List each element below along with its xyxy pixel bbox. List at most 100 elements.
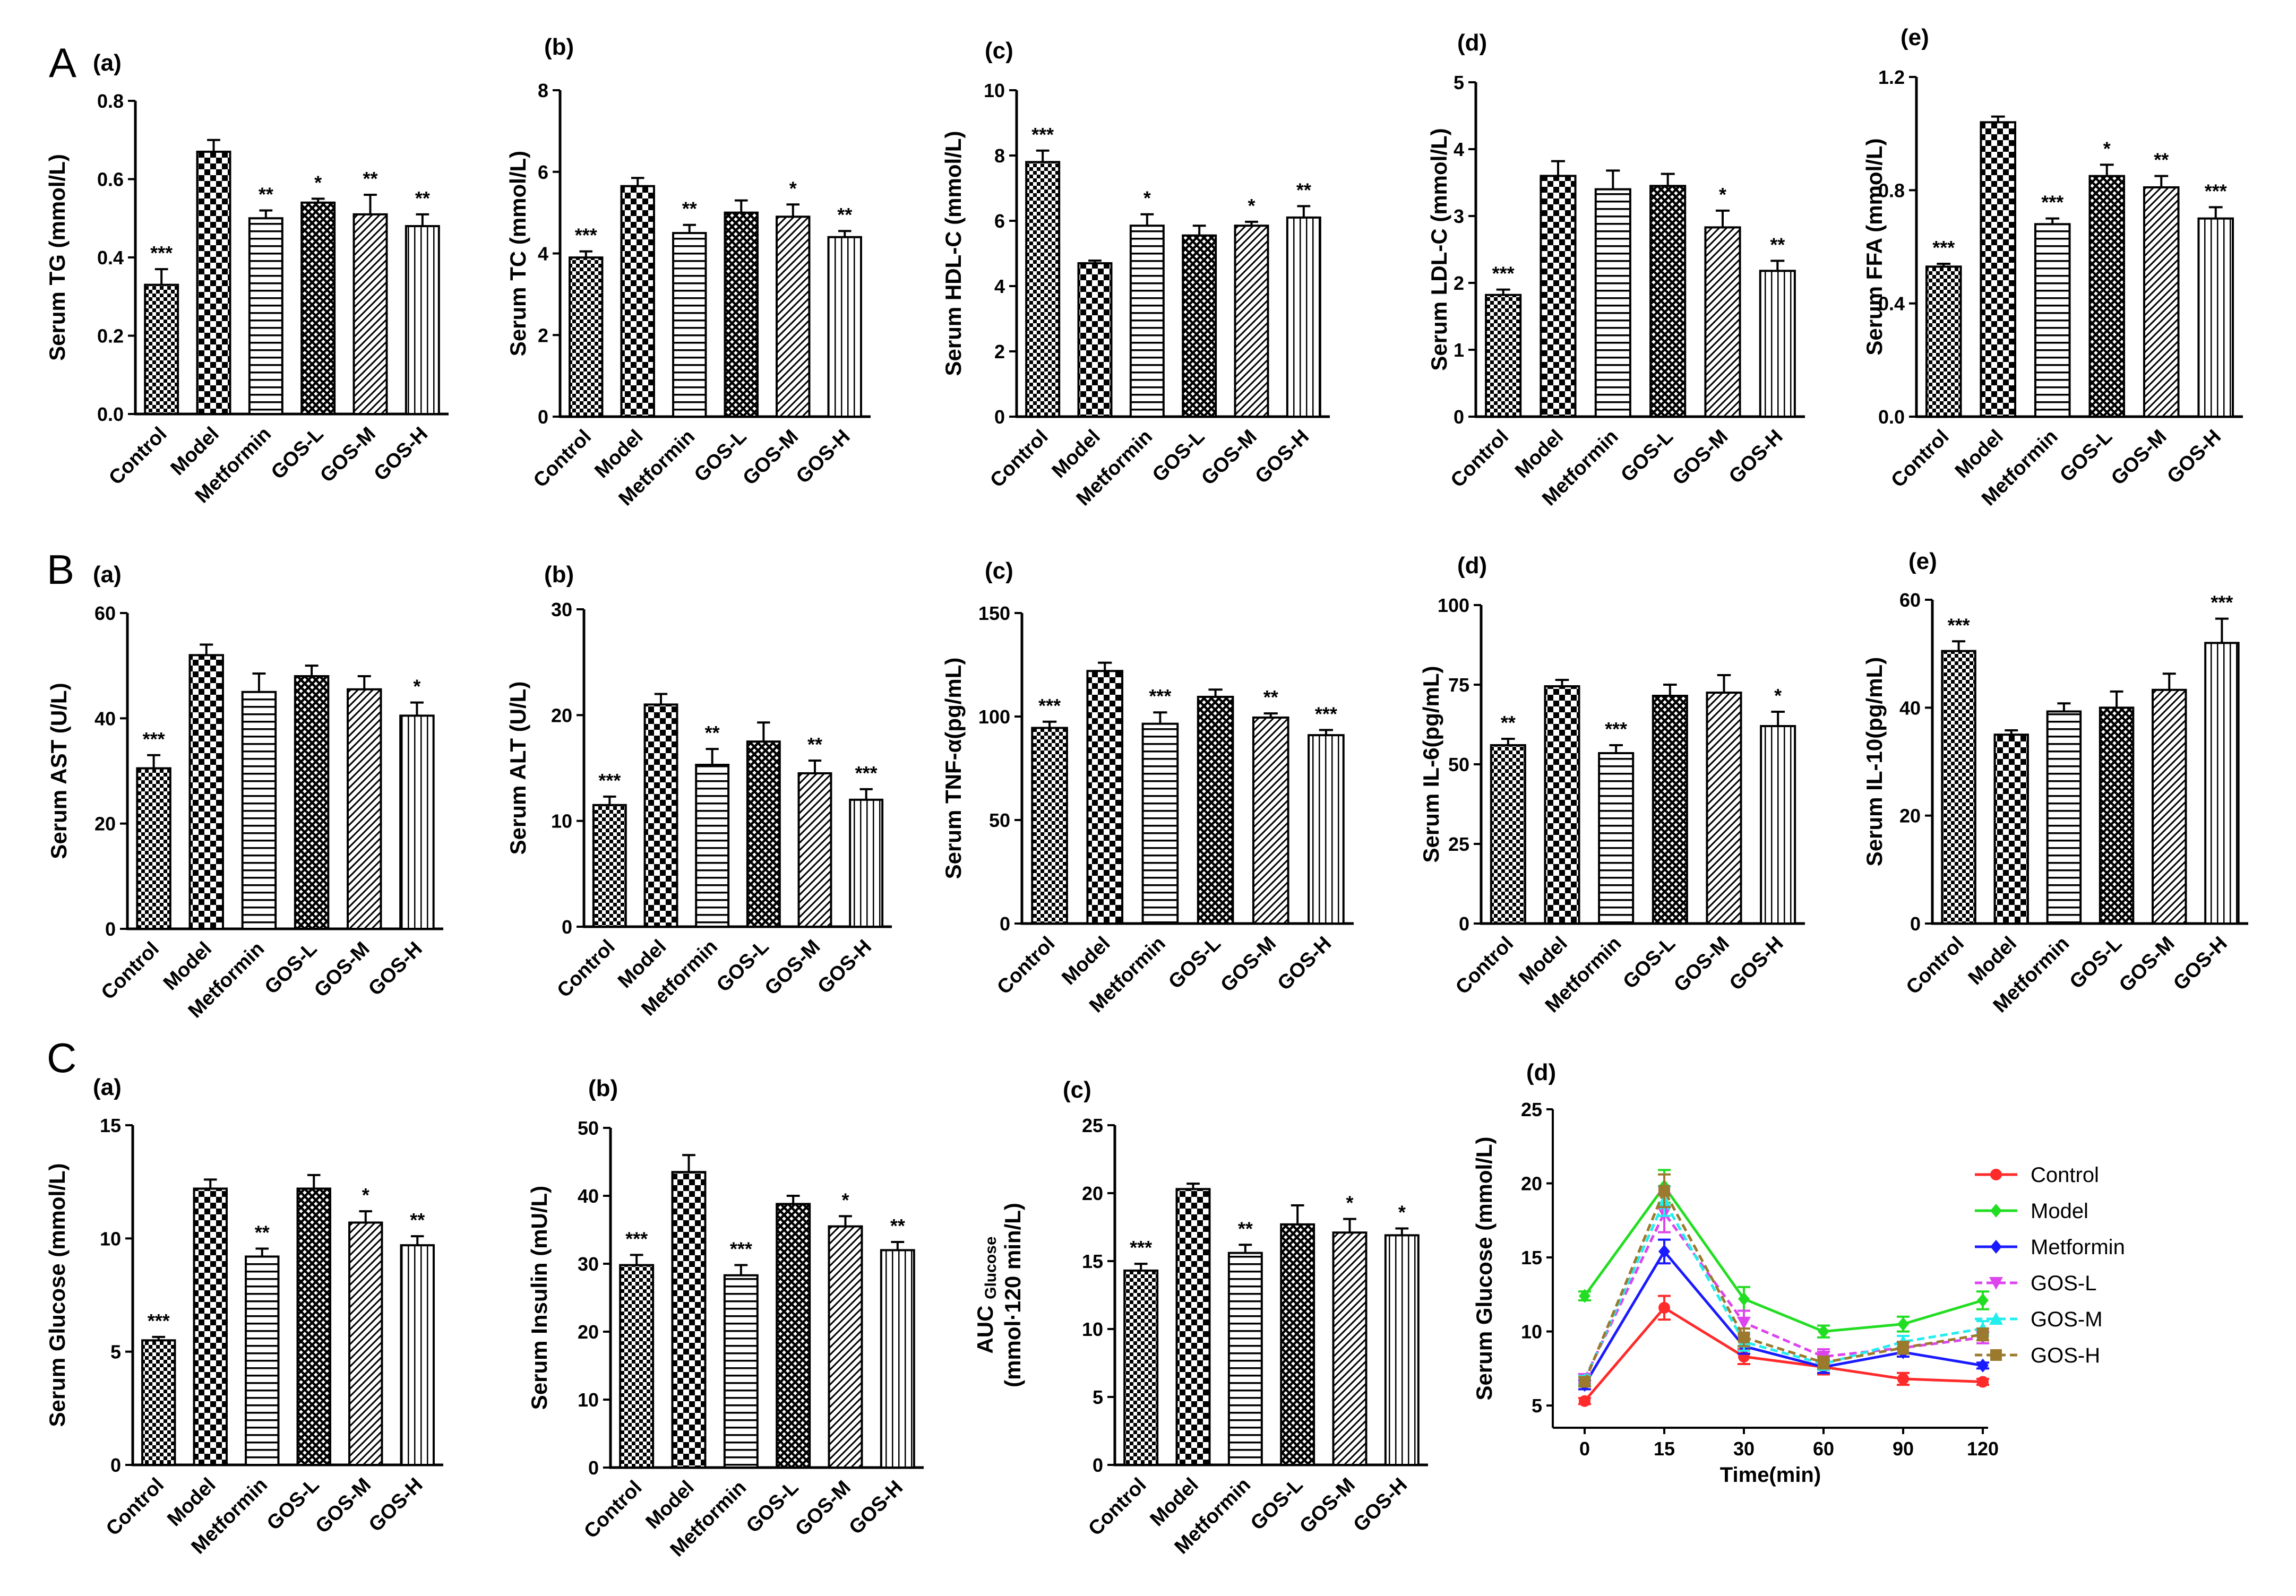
significance-marker: *: [1719, 184, 1726, 205]
subplot-label: (d): [1457, 553, 1487, 579]
bar-Control: [592, 804, 627, 928]
data-point: [1977, 1293, 1989, 1307]
legend-marker: [1989, 1312, 2003, 1325]
y-tick-label: 0: [1459, 913, 1469, 935]
significance-marker: **: [363, 168, 377, 189]
subplot-label: (c): [985, 38, 1013, 64]
series-line: [1583, 1184, 1983, 1333]
significance-marker: ***: [625, 1228, 648, 1249]
series-line: [1584, 1306, 1983, 1402]
bar-Model: [1077, 262, 1113, 418]
bar-GOS-M: [347, 688, 382, 930]
x-tick-label: GOS-L: [2056, 426, 2117, 487]
subplot-label: (b): [588, 1075, 618, 1101]
y-axis-label: Serum FFA (mmol/L): [1862, 138, 1887, 355]
x-axis-title: Time(min): [1720, 1463, 1821, 1487]
x-tick-label: Control: [1084, 1474, 1150, 1540]
y-tick-label: 0: [110, 1454, 121, 1476]
significance-marker: ***: [1948, 614, 1970, 636]
significance-marker: *: [2103, 137, 2111, 159]
x-tick-label: GOS-H: [369, 423, 432, 486]
bar-Model: [1993, 734, 2029, 925]
x-tick-label: GOS-M: [1670, 933, 1734, 997]
bar-GOS-H: [2197, 217, 2234, 418]
y-tick-label: 25: [1448, 833, 1469, 855]
significance-marker: **: [2154, 149, 2169, 171]
y-tick-label: 40: [578, 1185, 599, 1207]
bar-GOS-M: [797, 772, 832, 928]
y-axis-label: Serum ALT (U/L): [505, 681, 530, 855]
significance-marker: ***: [143, 728, 165, 750]
y-axis-label: Serum TG (mmol/L): [45, 154, 70, 361]
y-tick-label: 10: [100, 1228, 121, 1249]
bar-Model: [620, 185, 655, 418]
y-tick-label: 6: [538, 161, 548, 183]
x-tick-label: Control: [1902, 933, 1968, 999]
significance-marker: ***: [2211, 592, 2233, 614]
significance-marker: ***: [598, 770, 621, 791]
x-tick-label: GOS-M: [791, 1477, 855, 1541]
y-axis-label: Serum TNF-α(pg/mL): [941, 658, 966, 879]
bar-Control: [141, 1339, 176, 1466]
series-line: [1583, 1210, 1983, 1379]
y-tick-label: 0.4: [97, 247, 124, 269]
legend-marker: [1989, 1277, 2003, 1290]
bar-GOS-L: [1652, 695, 1688, 925]
x-tick-label: GOS-L: [1164, 933, 1225, 994]
bar-GOS-M: [2152, 688, 2187, 925]
bar-Metformin: [1141, 722, 1179, 925]
x-tick-label: Control: [1447, 426, 1513, 492]
x-tick-label: Control: [529, 426, 596, 492]
significance-marker: ***: [1605, 718, 1627, 740]
significance-marker: **: [682, 198, 697, 220]
y-tick-label: 10: [1521, 1321, 1542, 1343]
panel-letter-b: B: [47, 546, 74, 593]
subplot-label: (e): [1908, 548, 1937, 574]
y-tick-label: 8: [538, 80, 548, 101]
y-tick-label: 1: [1454, 339, 1464, 361]
bar-GOS-L: [1280, 1223, 1315, 1466]
bar-Model: [1544, 685, 1580, 925]
x-tick-label: Control: [580, 1477, 646, 1543]
significance-marker: **: [1501, 712, 1516, 734]
y-tick-label: 0.0: [97, 403, 124, 425]
x-tick-label: 15: [1654, 1438, 1675, 1460]
significance-marker: **: [1238, 1218, 1253, 1239]
y-tick-label: 8: [994, 145, 1005, 167]
significance-marker: *: [413, 676, 420, 697]
data-point: [1738, 1331, 1750, 1343]
y-tick-label: 40: [94, 708, 116, 729]
x-tick-label: GOS-H: [2169, 933, 2232, 995]
y-tick-label: 50: [1448, 754, 1469, 775]
legend-marker: [1990, 1169, 2002, 1180]
significance-marker: **: [837, 204, 852, 226]
y-tick-label: 15: [1082, 1250, 1103, 1272]
significance-marker: *: [314, 171, 322, 193]
x-tick-label: Control: [553, 936, 619, 1002]
bar-GOS-H: [1384, 1234, 1420, 1466]
data-point: [1737, 1316, 1751, 1330]
bar-Control: [1941, 650, 1976, 925]
y-tick-label: 4: [538, 243, 548, 265]
significance-marker: *: [1143, 187, 1151, 209]
y-tick-label: 4: [1454, 139, 1464, 160]
significance-marker: *: [1774, 685, 1782, 706]
significance-marker: ***: [150, 242, 173, 264]
bar-Metformin: [248, 217, 283, 415]
bar-GOS-M: [776, 215, 811, 418]
series-line: [1583, 1187, 1983, 1383]
data-point: [1818, 1324, 1829, 1339]
bar-Model: [643, 703, 678, 928]
y-tick-label: 150: [978, 602, 1010, 624]
significance-marker: **: [705, 722, 720, 744]
significance-marker: ***: [1149, 685, 1171, 707]
significance-marker: ***: [1492, 263, 1515, 284]
bar-Control: [144, 283, 179, 415]
bar-GOS-L: [724, 211, 759, 418]
x-tick-label: GOS-H: [364, 938, 427, 1000]
bar-GOS-L: [2099, 706, 2135, 925]
y-tick-label: 10: [551, 810, 572, 832]
